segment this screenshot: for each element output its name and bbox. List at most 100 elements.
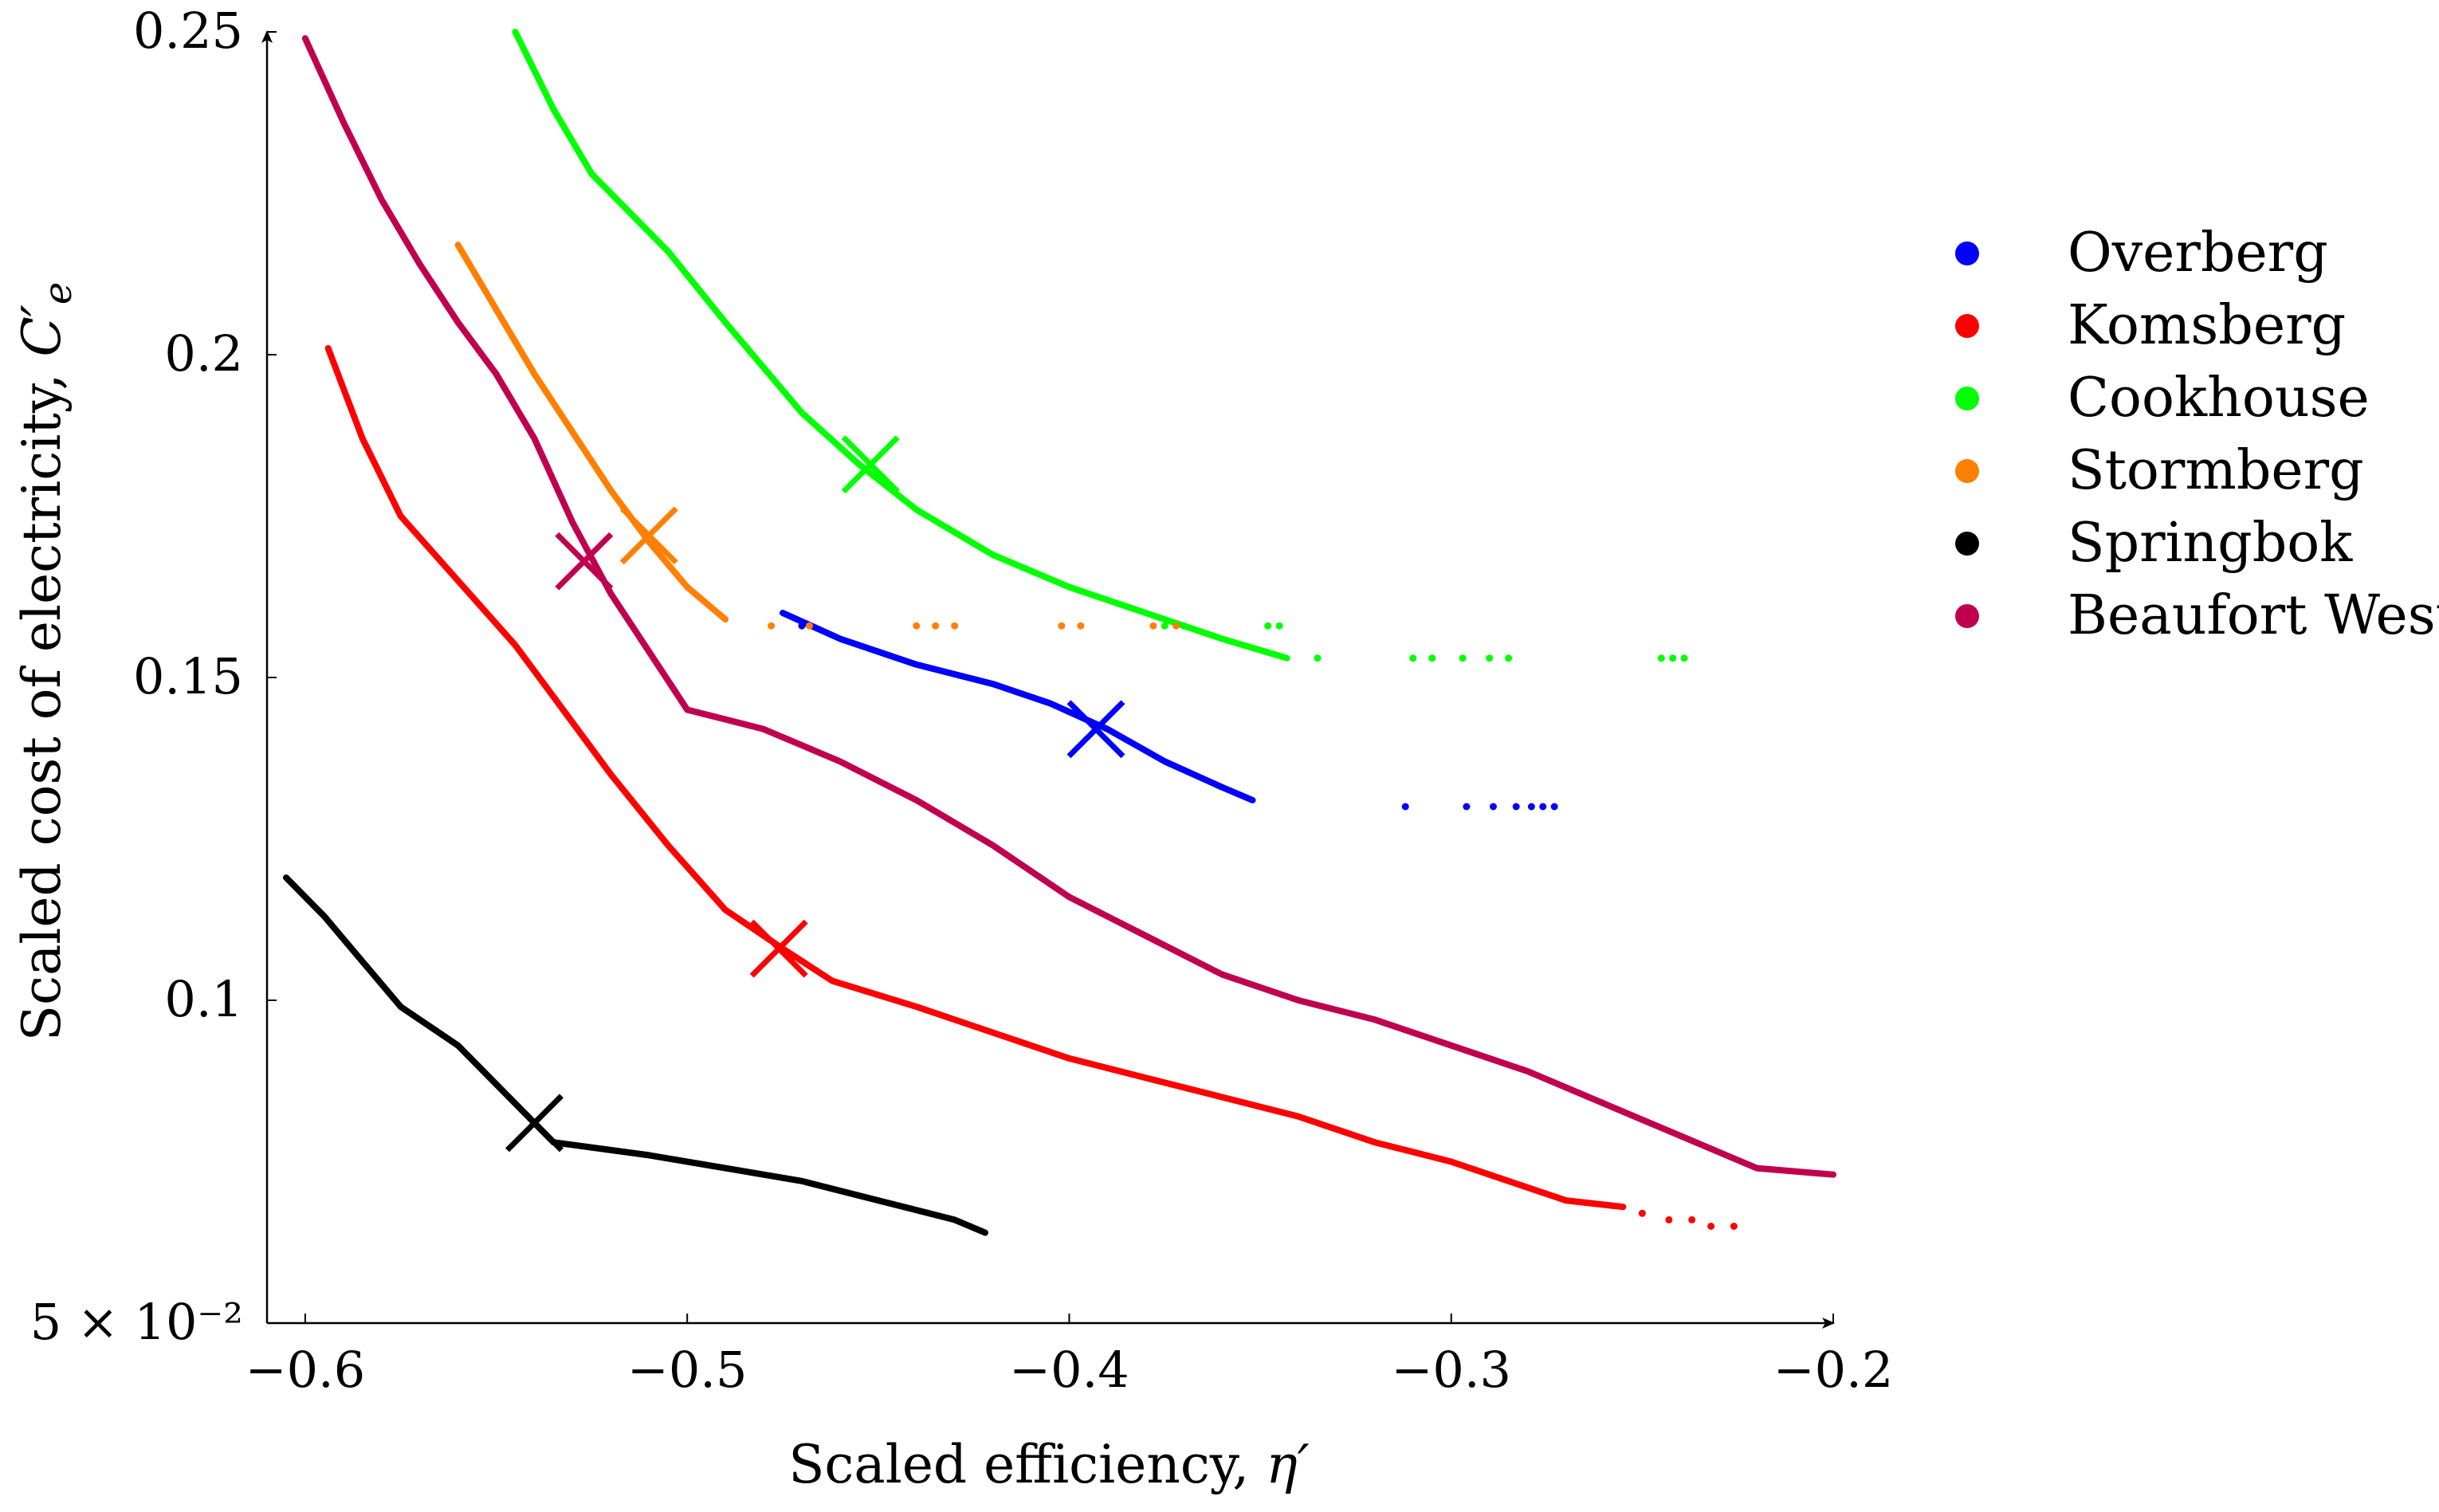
selected-point-marker <box>555 532 614 591</box>
legend-label: Cookhouse <box>2068 367 2370 430</box>
series-komsberg <box>324 344 1738 1230</box>
data-point <box>798 622 806 630</box>
data-point <box>1489 803 1497 811</box>
data-point <box>1459 654 1467 662</box>
x-axis-arrow <box>1822 1318 1835 1329</box>
data-point <box>1172 622 1180 630</box>
marker-layer <box>505 435 1125 1153</box>
data-point <box>1401 803 1409 811</box>
series-line <box>324 344 1627 1211</box>
data-point <box>1512 803 1520 811</box>
marker-stroke <box>841 435 900 494</box>
x-tick-label: −0.6 <box>245 1341 366 1399</box>
y-tick-label: 5 × 10⁻² <box>30 1293 243 1351</box>
legend-swatch <box>1955 459 1979 483</box>
data-point <box>1527 803 1535 811</box>
data-point <box>1486 654 1494 662</box>
selected-point-marker <box>841 435 900 494</box>
data-point <box>1688 1215 1696 1223</box>
y-tick-label: 0.1 <box>164 970 243 1028</box>
series-line <box>301 35 1836 1178</box>
data-point <box>1428 654 1436 662</box>
legend-label: Komsberg <box>2068 294 2346 357</box>
data-point <box>1669 654 1677 662</box>
data-point <box>806 622 814 630</box>
legend-item: Overberg <box>1955 222 2328 285</box>
selected-point-marker <box>749 919 808 978</box>
legend-item: Cookhouse <box>1955 367 2370 430</box>
data-point <box>1505 654 1513 662</box>
legend-swatch <box>1955 387 1979 410</box>
series-stormberg <box>454 242 1180 630</box>
series-line <box>780 610 1256 803</box>
series-beaufort-west <box>301 35 1836 1178</box>
legend-label: Overberg <box>2068 222 2328 285</box>
y-axis-arrow <box>261 30 273 43</box>
plot-area <box>283 29 1836 1236</box>
data-point <box>1730 1223 1738 1230</box>
data-point <box>1314 654 1322 662</box>
legend-label: Stormberg <box>2068 439 2364 502</box>
x-axis-title-text: Scaled efficiency, <box>788 1434 1266 1495</box>
data-point <box>1409 654 1417 662</box>
data-point <box>1149 622 1157 630</box>
series-overberg <box>780 610 1558 811</box>
y-axis-title-text: Scaled cost of electricity, <box>11 357 73 1042</box>
data-point <box>1665 1215 1673 1223</box>
data-point <box>1180 622 1188 630</box>
legend-swatch <box>1955 532 1979 556</box>
selected-point-marker <box>1066 700 1125 759</box>
y-ticks: 5 × 10⁻² 0.1 0.15 0.2 0.25 <box>30 2 277 1351</box>
series-line <box>454 242 729 623</box>
legend-swatch <box>1955 604 1979 628</box>
x-tick-label: −0.3 <box>1391 1341 1511 1399</box>
marker-stroke <box>505 1094 564 1153</box>
data-point <box>1161 622 1168 630</box>
y-axis-title-subscript: e <box>36 282 81 304</box>
y-axis-title: Scaled cost of electricity, C′e <box>11 282 81 1041</box>
legend-label: Springbok <box>2068 512 2353 575</box>
data-point <box>1680 654 1688 662</box>
data-point <box>1707 1223 1715 1230</box>
selected-point-marker <box>619 506 678 565</box>
x-ticks: −0.6 −0.5 −0.4 −0.3 −0.2 <box>245 1314 1894 1399</box>
series-line <box>283 874 988 1236</box>
legend-item: Beaufort West <box>1955 584 2439 647</box>
legend-item: Stormberg <box>1955 439 2364 502</box>
data-point <box>1275 622 1283 630</box>
data-point <box>1264 622 1272 630</box>
marker-stroke <box>749 919 808 978</box>
data-point <box>951 622 959 630</box>
data-point <box>932 622 940 630</box>
data-point <box>913 622 921 630</box>
data-point <box>1657 654 1665 662</box>
data-point <box>1638 1209 1646 1217</box>
legend-label: Beaufort West <box>2068 584 2439 647</box>
data-point <box>768 622 776 630</box>
marker-stroke <box>619 506 678 565</box>
marker-stroke <box>1066 700 1125 759</box>
legend: Overberg Komsberg Cookhouse Stormberg Spring… <box>1955 222 2439 647</box>
data-point <box>1539 803 1547 811</box>
selected-point-marker <box>505 1094 564 1153</box>
x-tick-label: −0.2 <box>1773 1341 1894 1399</box>
x-axis-title: Scaled efficiency, η′ <box>788 1434 1310 1495</box>
data-point <box>1463 803 1471 811</box>
marker-stroke <box>555 532 614 591</box>
series-layer <box>283 29 1836 1236</box>
legend-item: Springbok <box>1955 512 2353 575</box>
legend-swatch <box>1955 242 1979 265</box>
data-point <box>1550 803 1558 811</box>
y-axis-title-symbol: C′ <box>11 304 73 356</box>
x-tick-label: −0.5 <box>627 1341 748 1399</box>
series-cookhouse <box>512 29 1688 662</box>
series-springbok <box>283 874 988 1236</box>
y-tick-label: 0.15 <box>133 647 243 705</box>
y-tick-label: 0.2 <box>164 324 243 383</box>
legend-item: Komsberg <box>1955 294 2346 357</box>
series-line <box>512 29 1290 662</box>
data-point <box>1077 622 1085 630</box>
legend-swatch <box>1955 314 1979 338</box>
x-axis-title-symbol: η′ <box>1266 1434 1310 1495</box>
